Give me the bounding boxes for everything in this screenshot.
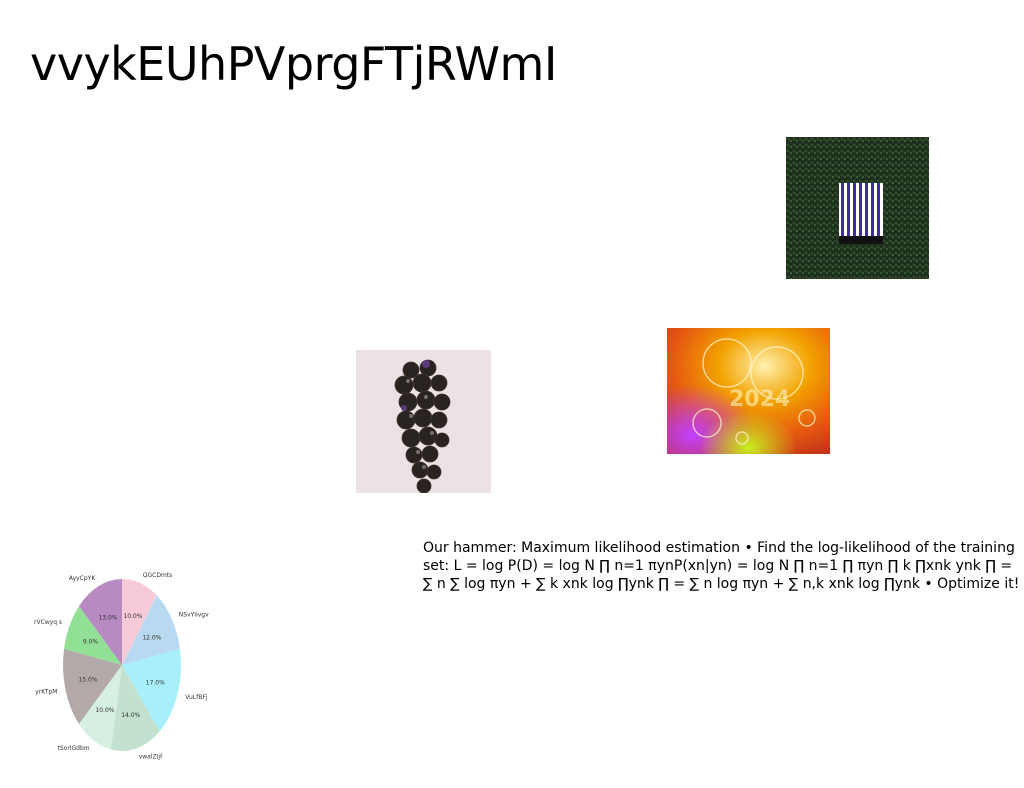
- pie-chart: 10.0% QGCDmts 12.0% NSvYIivgv 17.0% VuLfBFj 14…: [30, 560, 230, 765]
- pie-percent-label: 9.0%: [83, 639, 99, 646]
- body-text: Our hammer: Maximum likelihood estimatio…: [423, 539, 1024, 595]
- grapes-image: [356, 350, 491, 493]
- pie-category-label: NSvYIivgv: [179, 611, 209, 618]
- pie-category-label: vwalZIjf: [139, 754, 163, 761]
- pie-category-label: AyyCpYK: [69, 575, 96, 582]
- pie-percent-label: 10.0%: [123, 613, 142, 620]
- pie-category-label: VuLfBFj: [185, 694, 208, 701]
- pie-percent-label: 12.0%: [142, 634, 161, 641]
- pie-category-label: QGCDmts: [143, 572, 173, 579]
- pie-category-label: tSorlGdbm: [58, 745, 90, 752]
- slide-title: vvykEUhPVprgFTjRWmI: [30, 36, 557, 92]
- pie-percent-label: 15.0%: [78, 676, 97, 683]
- pie-percent-label: 10.0%: [95, 707, 114, 714]
- pie-percent-label: 17.0%: [146, 679, 165, 686]
- pie-percent-label: 14.0%: [121, 712, 140, 719]
- svg-text:2024: 2024: [729, 387, 790, 412]
- pie-category-label: rVCwyq s: [34, 619, 62, 626]
- striped-window-image: [786, 137, 929, 279]
- pie-percent-label: 13.0%: [98, 615, 117, 622]
- ornaments-image: 2024: [667, 328, 830, 454]
- pie-category-label: yrKTpM: [35, 688, 57, 695]
